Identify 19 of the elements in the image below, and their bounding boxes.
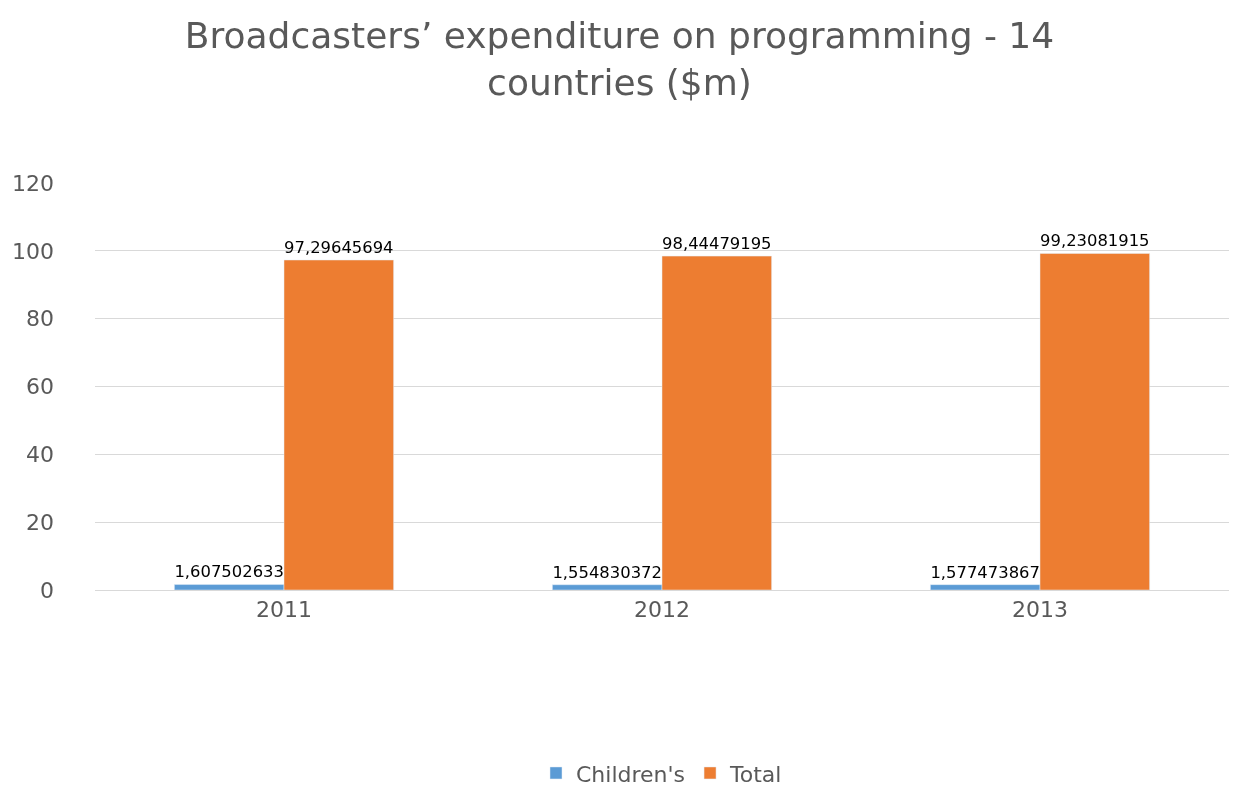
data-label: 1,607502633 xyxy=(174,562,284,582)
x-tick-label: 2013 xyxy=(1012,597,1068,623)
chart-title: Broadcasters’ expenditure on programming - 14 countries ($m) xyxy=(184,15,1055,104)
data-label: 98,44479195 xyxy=(662,234,772,254)
y-tick-label: 40 xyxy=(26,442,54,468)
data-label: 1,554830372 xyxy=(552,562,662,582)
y-tick-label: 80 xyxy=(26,306,54,332)
data-label: 97,29645694 xyxy=(284,237,394,257)
y-tick-label: 100 xyxy=(12,238,54,264)
y-tick-label: 0 xyxy=(40,577,54,603)
legend-label: Children's xyxy=(576,761,686,787)
y-tick-label: 60 xyxy=(26,374,54,400)
x-tick-label: 2011 xyxy=(256,597,312,623)
data-label: 1,577473867 xyxy=(930,562,1040,582)
y-tick-label: 20 xyxy=(26,509,54,535)
data-label: 99,23081915 xyxy=(1040,231,1150,251)
y-tick-label: 120 xyxy=(12,170,54,196)
x-tick-label: 2012 xyxy=(634,597,690,623)
legend-label: Total xyxy=(729,761,782,787)
